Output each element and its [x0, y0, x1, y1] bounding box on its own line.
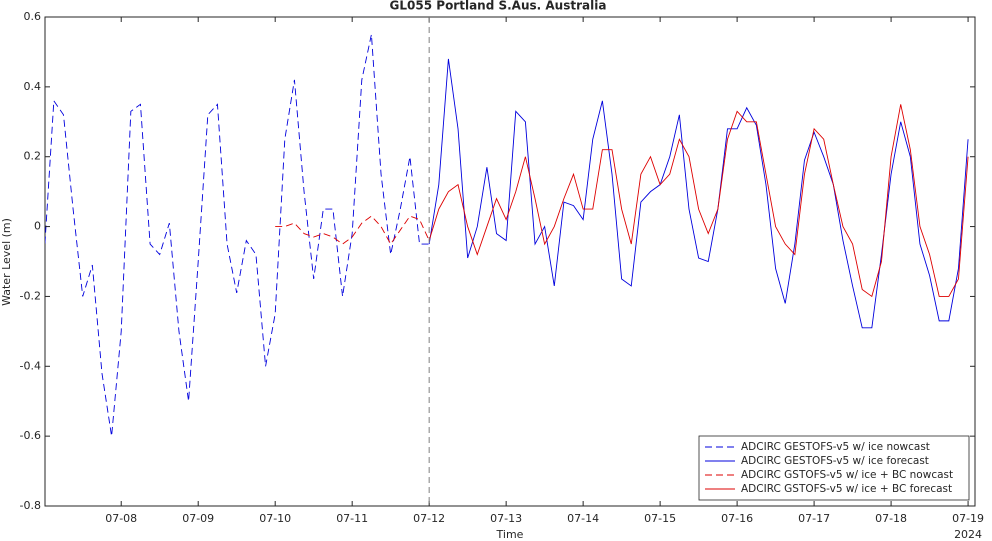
y-tick-label: 0: [34, 220, 41, 233]
legend-label: ADCIRC GSTOFS-v5 w/ ice + BC forecast: [741, 483, 952, 495]
chart-title: GL055 Portland S.Aus. Australia: [390, 0, 607, 13]
x-tick-label: 07-16: [721, 512, 753, 525]
x-axis-year: 2024: [954, 528, 982, 541]
x-tick-label: 07-19: [952, 512, 984, 525]
x-axis-label: Time: [496, 528, 524, 541]
x-tick-label: 07-09: [182, 512, 214, 525]
y-tick-label: -0.8: [20, 499, 41, 512]
series-line: [45, 34, 430, 437]
x-tick-label: 07-08: [105, 512, 137, 525]
x-tick-label: 07-17: [798, 512, 830, 525]
y-axis-label: Water Level (m): [0, 218, 13, 306]
legend-label: ADCIRC GSTOFS-v5 w/ ice + BC nowcast: [741, 469, 953, 481]
legend-box: [698, 435, 970, 501]
x-tick-label: 07-10: [259, 512, 291, 525]
x-tick-label: 07-15: [644, 512, 676, 525]
y-tick-label: -0.4: [20, 359, 41, 372]
y-tick-label: 0.4: [24, 80, 42, 93]
series-line: [275, 215, 430, 245]
legend-label: ADCIRC GESTOFS-v5 w/ ice nowcast: [741, 441, 930, 453]
y-tick-label: 0.6: [24, 10, 42, 23]
y-tick-label: -0.2: [20, 289, 41, 302]
plot-area: [45, 34, 969, 437]
y-tick-label: -0.6: [20, 429, 41, 442]
x-tick-label: 07-14: [567, 512, 599, 525]
x-tick-label: 07-18: [875, 512, 907, 525]
plot-frame: [44, 16, 976, 507]
x-tick-label: 07-13: [490, 512, 522, 525]
series-line: [428, 58, 969, 329]
legend-label: ADCIRC GESTOFS-v5 w/ ice forecast: [741, 455, 929, 467]
series-line: [428, 104, 969, 298]
x-tick-label: 07-11: [336, 512, 368, 525]
y-tick-label: 0.2: [24, 150, 42, 163]
x-tick-label: 07-12: [413, 512, 445, 525]
